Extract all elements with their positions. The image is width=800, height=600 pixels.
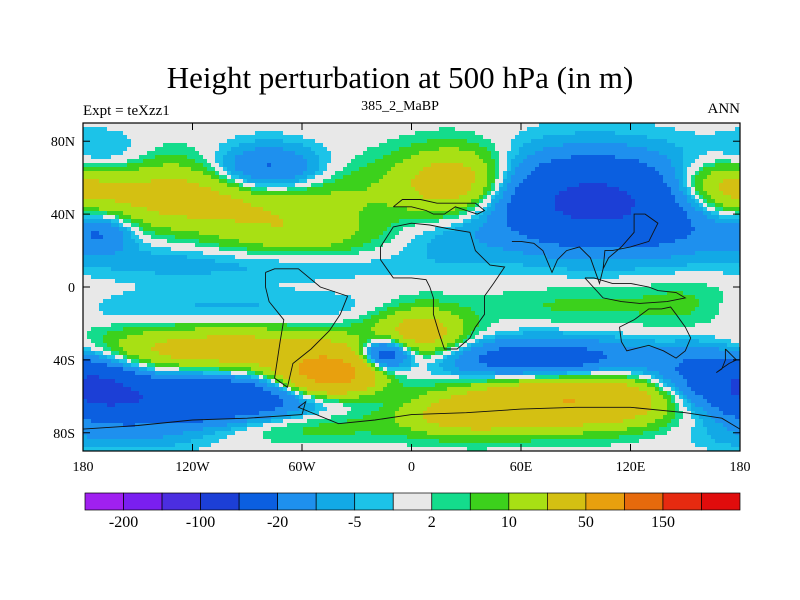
x-tick-label: 180 xyxy=(730,460,751,475)
coastlines xyxy=(83,199,740,430)
colorbar-label: -200 xyxy=(109,514,138,531)
colorbar-box xyxy=(238,492,278,511)
contour-field xyxy=(83,123,740,451)
colorbar-box xyxy=(701,492,741,511)
coastline-australia xyxy=(619,306,692,359)
coastline-new-zealand xyxy=(716,348,738,373)
y-tick-label: 40N xyxy=(51,208,75,223)
colorbar-box xyxy=(585,492,625,511)
colorbar-box xyxy=(431,492,471,511)
colorbar-box xyxy=(392,492,433,511)
period-label: 385_2_MaBP xyxy=(361,99,439,114)
colorbar-label: -100 xyxy=(186,514,215,531)
coastline-south-america xyxy=(265,268,349,388)
season-label: ANN xyxy=(707,101,741,117)
x-tick-label: 120W xyxy=(175,460,210,475)
coastline-europe-mediterranean xyxy=(393,199,486,215)
y-axis: 80N 40N 0 40S 80S xyxy=(51,135,740,442)
colorbar-box xyxy=(624,492,664,511)
coastline-antarctica xyxy=(83,400,740,430)
colorbar-box xyxy=(469,492,510,511)
colorbar-box xyxy=(315,492,356,511)
x-tick-label: 0 xyxy=(408,460,415,475)
coastline-maritime xyxy=(584,277,687,304)
y-tick-label: 80N xyxy=(51,135,75,150)
colorbar: -200 -100 -20 -5 2 10 50 150 xyxy=(84,492,741,531)
y-tick-label: 80S xyxy=(53,427,75,442)
experiment-label: Expt = teXzz1 xyxy=(83,103,170,119)
colorbar-box xyxy=(547,492,587,511)
colorbar-box xyxy=(508,492,548,511)
coastline-africa xyxy=(380,222,506,350)
colorbar-box xyxy=(354,492,394,511)
colorbar-label: 2 xyxy=(428,514,436,531)
colorbar-box xyxy=(200,492,240,511)
colorbar-box xyxy=(662,492,702,511)
x-tick-label: 120E xyxy=(616,460,646,475)
x-tick-label: 180 xyxy=(73,460,94,475)
y-tick-label: 0 xyxy=(68,281,75,296)
x-tick-label: 60E xyxy=(510,460,533,475)
colorbar-box xyxy=(123,492,163,511)
y-tick-label: 40S xyxy=(53,354,75,369)
colorbar-label: 50 xyxy=(578,514,594,531)
colorbar-label: -5 xyxy=(348,514,361,531)
colorbar-box xyxy=(277,492,317,511)
chart-title: Height perturbation at 500 hPa (in m) xyxy=(166,60,634,95)
colorbar-label: 10 xyxy=(501,514,517,531)
colorbar-box xyxy=(161,492,201,511)
x-tick-label: 60W xyxy=(288,460,316,475)
coastline-asia-south xyxy=(511,213,659,285)
colorbar-label: -20 xyxy=(267,514,288,531)
colorbar-box xyxy=(84,492,124,511)
colorbar-label: 150 xyxy=(651,514,675,531)
x-axis: 180 120W 60W 0 60E 120E 180 xyxy=(73,123,751,475)
